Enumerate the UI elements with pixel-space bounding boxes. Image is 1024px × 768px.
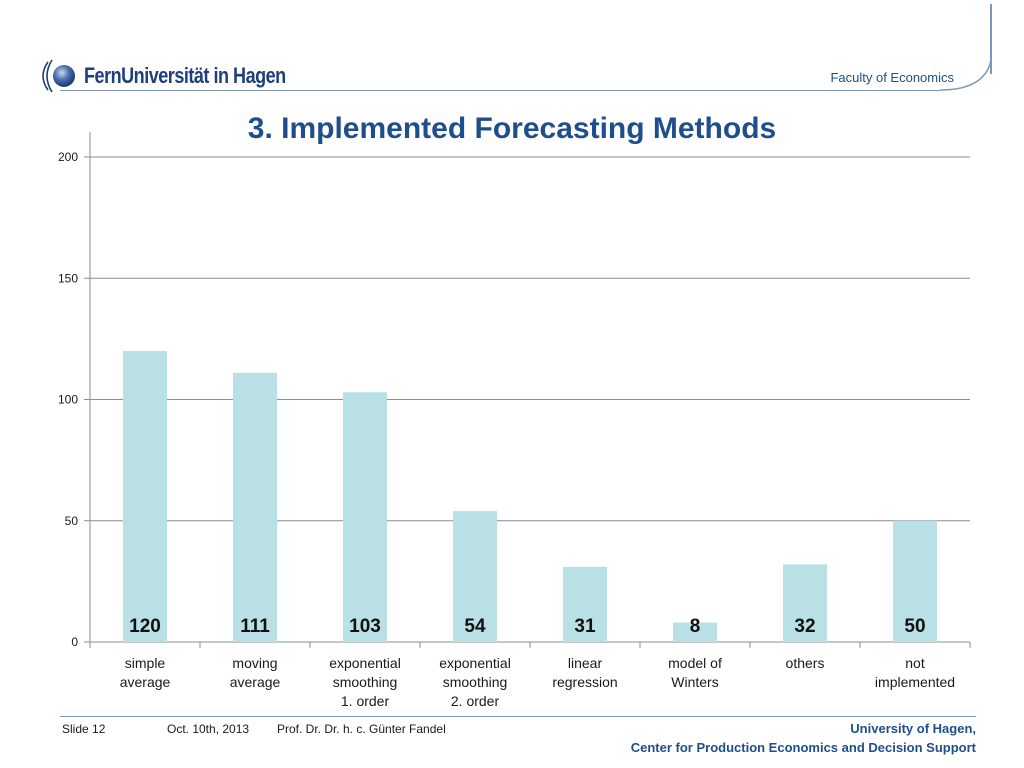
data-label: 111 [240, 616, 270, 637]
x-tick-label: simple average [120, 655, 171, 690]
globe-logo-icon [42, 59, 75, 93]
bar [563, 566, 607, 642]
header-corner-curve [939, 60, 992, 91]
data-label: 32 [794, 616, 815, 637]
data-label: 31 [574, 616, 596, 637]
data-label: 8 [690, 616, 701, 637]
bar-chart: 0 50 100 150 200 120 simple average 111 moving ave… [58, 132, 971, 709]
bar [453, 511, 497, 642]
data-label: 50 [904, 616, 925, 637]
x-tick-label: linear regression [552, 655, 617, 690]
slide-number: Slide 12 [62, 722, 106, 736]
university-name: University of Hagen, [850, 721, 976, 736]
data-label: 54 [464, 616, 486, 637]
center-name: Center for Production Economics and Deci… [630, 740, 976, 755]
faculty-label: Faculty of Economics [830, 70, 954, 85]
x-tick-label: moving average [230, 655, 281, 690]
y-tick-label: 150 [58, 271, 78, 285]
bar [673, 622, 717, 642]
slide-title: 3. Implemented Forecasting Methods [247, 112, 777, 145]
footer-divider [60, 716, 976, 717]
y-tick-label: 0 [71, 635, 78, 649]
bar [343, 392, 387, 642]
x-tick-label: not implemented [875, 655, 955, 690]
logo-text: FernUniversität in Hagen [84, 63, 286, 88]
footer-institution: University of Hagen, Center for Producti… [631, 719, 976, 757]
data-label: 103 [349, 616, 381, 637]
x-tick-label: exponential smoothing 2. order [439, 655, 511, 709]
presentation-date: Oct. 10th, 2013 [167, 722, 250, 736]
bar [123, 351, 167, 642]
bar [233, 372, 277, 642]
header-divider [60, 90, 940, 91]
y-tick-label: 200 [58, 150, 78, 164]
bar [893, 520, 937, 642]
author-name: Prof. Dr. Dr. h. c. Günter Fandel [277, 722, 446, 736]
x-tick-label: model of Winters [668, 655, 722, 690]
right-border-line [990, 4, 992, 74]
x-tick-label: others [786, 655, 825, 671]
x-tick-label: exponential smoothing 1. order [329, 655, 401, 709]
university-logo: FernUniversität in Hagen [42, 56, 330, 96]
y-tick-label: 50 [65, 514, 79, 528]
data-label: 120 [129, 616, 161, 637]
bar [783, 564, 827, 642]
y-tick-label: 100 [58, 393, 78, 407]
